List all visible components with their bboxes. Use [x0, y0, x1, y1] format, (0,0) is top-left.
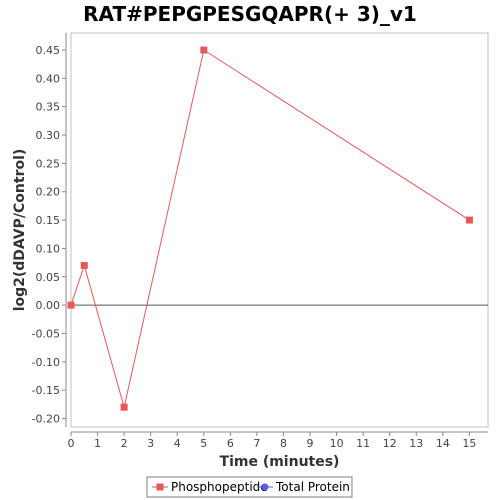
x-tick-label: 8	[280, 437, 287, 450]
x-tick-label: 11	[356, 437, 370, 450]
x-tick-label: 5	[200, 437, 207, 450]
x-tick-label: 2	[121, 437, 128, 450]
y-tick-label: 0.20	[36, 186, 61, 199]
y-tick-label: -0.05	[32, 327, 60, 340]
x-tick-label: 13	[409, 437, 423, 450]
plot-area	[70, 32, 489, 428]
y-tick-label: 0.00	[36, 299, 61, 312]
axes: -0.20 -0.15 -0.10 -0.05 0.00 0.05 0.10 0.15 0.20…	[32, 33, 488, 450]
data-point	[67, 301, 75, 309]
y-tick-label: 0.45	[36, 44, 61, 57]
legend: Phosphopeptide Total Protein	[146, 476, 353, 498]
data-point	[80, 261, 88, 269]
legend-label: Total Protein	[275, 480, 350, 494]
x-tick-label: 10	[330, 437, 344, 450]
legend-label: Phosphopeptide	[171, 480, 268, 494]
y-tick-label: 0.15	[36, 214, 61, 227]
data-point	[465, 216, 473, 224]
legend-box	[146, 476, 353, 498]
y-tick-label: 0.35	[36, 101, 61, 114]
data-point	[120, 403, 128, 411]
y-tick-label: 0.25	[36, 157, 61, 170]
y-axis-label: log2(dDAVP/Control)	[12, 149, 28, 312]
x-tick-label: 3	[147, 437, 154, 450]
x-tick-label: 1	[94, 437, 101, 450]
x-axis-label: Time (minutes)	[220, 454, 340, 470]
x-tick-label: 0	[68, 437, 75, 450]
y-tick-label: 0.05	[36, 271, 61, 284]
x-tick-label: 9	[307, 437, 314, 450]
x-tick-label: 7	[253, 437, 260, 450]
y-tick-label: 0.30	[36, 129, 61, 142]
x-tick-label: 15	[462, 437, 476, 450]
y-tick-label: -0.20	[32, 412, 60, 425]
y-tick-label: 0.40	[36, 72, 61, 85]
x-tick-label: 14	[436, 437, 450, 450]
x-tick-label: 4	[174, 437, 181, 450]
series-layer	[67, 46, 473, 411]
legend-marker	[261, 483, 269, 491]
x-tick-label: 12	[383, 437, 397, 450]
plot-frame	[70, 32, 489, 428]
y-tick-label: 0.10	[36, 242, 61, 255]
data-point	[200, 46, 208, 54]
y-tick-label: -0.15	[32, 384, 60, 397]
legend-marker	[156, 483, 164, 491]
y-tick-label: -0.10	[32, 356, 60, 369]
chart-title: RAT#PEPGPESGQAPR(+ 3)_v1	[83, 2, 417, 26]
x-tick-label: 6	[227, 437, 234, 450]
